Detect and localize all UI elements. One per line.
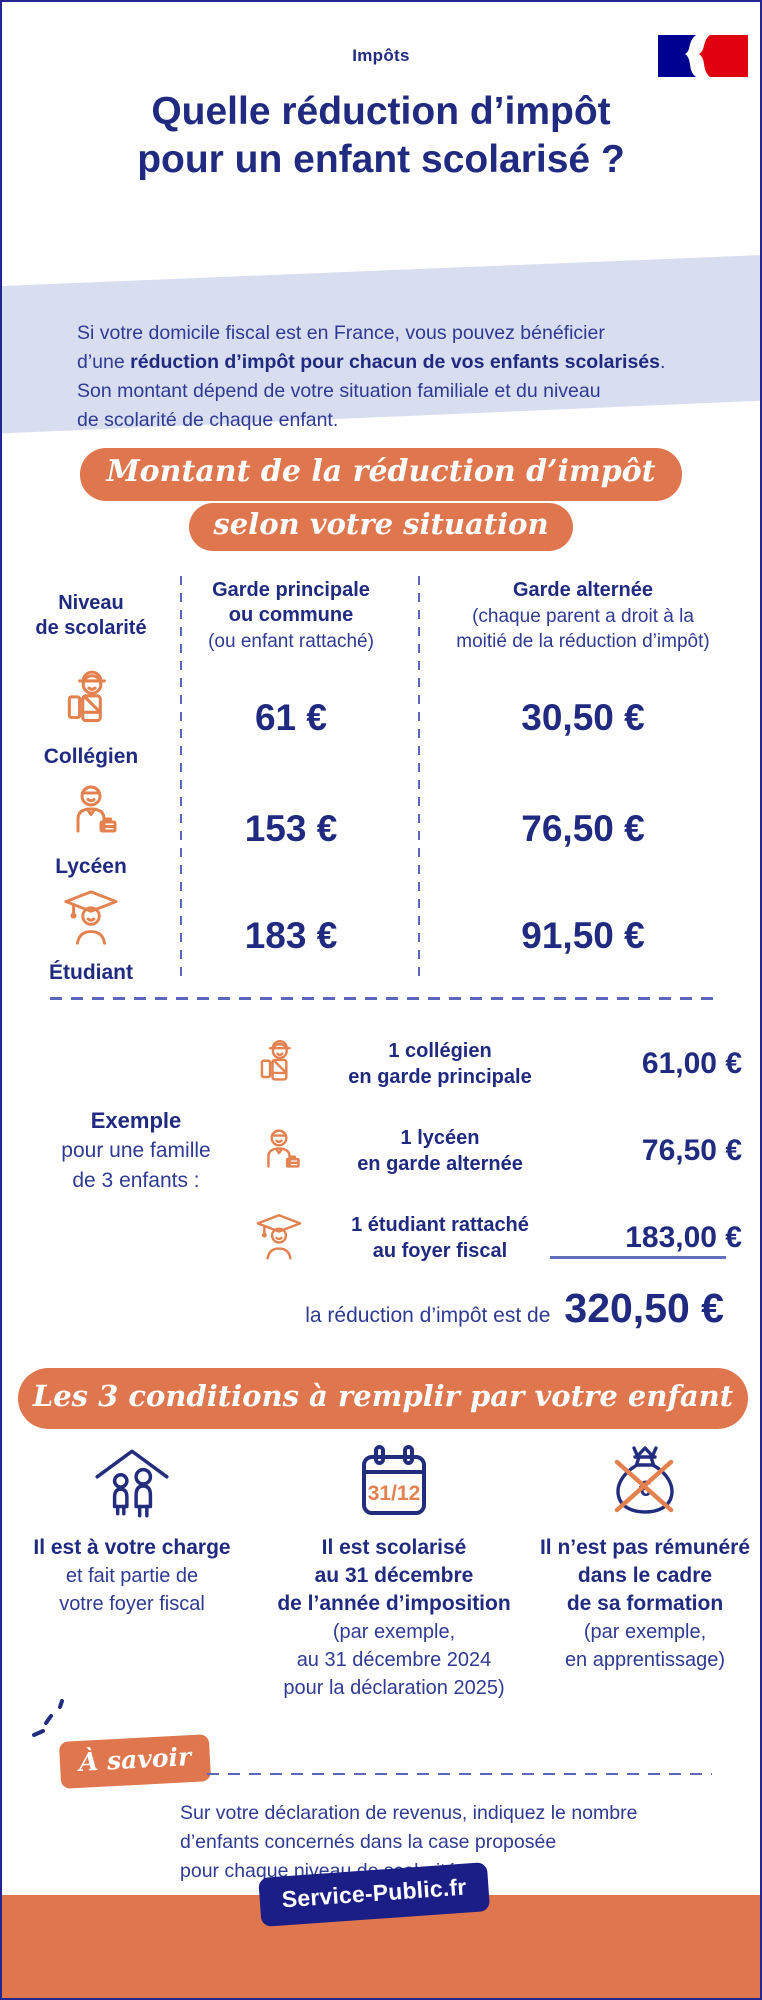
table-row-etudiant-level: Étudiant: [10, 884, 172, 988]
amounts-table: Niveau de scolarité Garde principale ou …: [10, 570, 756, 988]
table-cell-etudiant-alt: 91,50 €: [521, 915, 645, 956]
etudiant-icon: [60, 888, 122, 955]
category-label: Impôts: [352, 46, 410, 65]
calendar-date: 31/12: [368, 1482, 421, 1505]
col-header-garde-principale: Garde principale ou commune (ou enfant r…: [208, 579, 374, 652]
collegien-icon: [58, 668, 124, 739]
level-label: Étudiant: [49, 960, 133, 984]
sum-rule: [550, 1256, 726, 1259]
example-total: la réduction d’impôt est de 320,50 €: [305, 1285, 724, 1332]
table-row-lyceen-level: Lycéen: [10, 774, 172, 884]
amounts-banner-line1: Montant de la réduction d’impôt: [80, 448, 682, 501]
condition-non-remunere: € Il n’est pas rémunéré dans le cadre de…: [530, 1440, 760, 1702]
table-cell-lyceen-main: 153 €: [244, 808, 338, 849]
example-subtitle: pour une famille de 3 enfants :: [61, 1139, 211, 1192]
condition-charge: Il est à votre charge et fait partie de …: [6, 1440, 258, 1702]
lyceen-icon: [250, 1125, 308, 1177]
conditions-columns: Il est à votre charge et fait partie de …: [6, 1440, 760, 1702]
family-under-roof-icon: [89, 1440, 175, 1528]
a-savoir-tag: À savoir: [58, 1734, 212, 1789]
table-cell-collegien-alt: 30,50 €: [521, 697, 645, 738]
level-label: Collégien: [43, 744, 139, 768]
example-row-collegien: 1 collégien en garde principale 61,00 €: [250, 1028, 742, 1100]
intro-text-after: . Son montant dépend de votre situation …: [77, 351, 666, 431]
lyceen-icon: [59, 780, 123, 849]
example-row-lyceen: 1 lycéen en garde alternée 76,50 €: [250, 1115, 742, 1187]
table-cell-collegien-main: 61 €: [254, 697, 327, 738]
etudiant-icon: [250, 1212, 308, 1264]
french-republic-flag-icon: [658, 35, 748, 77]
crossed-money-bag-icon: €: [603, 1440, 687, 1528]
note-divider: [207, 1773, 712, 1775]
total-value: 320,50 €: [564, 1285, 724, 1331]
total-label: la réduction d’impôt est de: [305, 1304, 551, 1327]
level-label: Lycéen: [55, 854, 127, 878]
example-label: Exemple pour une famille de 3 enfants :: [28, 1108, 244, 1196]
sparkle-icon: [30, 1699, 76, 1750]
example-row-etudiant: 1 étudiant rattaché au foyer fiscal 183,…: [250, 1202, 742, 1274]
table-cell-etudiant-main: 183 €: [244, 915, 338, 956]
amounts-banner-row1: Montant de la réduction d’impôt: [2, 448, 760, 501]
amounts-banner-line2: selon votre situation: [189, 503, 573, 551]
collegien-icon: [250, 1038, 308, 1090]
intro-text-before: Si votre domicile fiscal est en France, …: [77, 322, 605, 373]
section-divider: [50, 997, 716, 1000]
intro-text-bold: réduction d’impôt pour chacun de vos enf…: [130, 351, 661, 373]
col-header-level: Niveau de scolarité: [35, 592, 147, 639]
intro-band: [2, 255, 760, 434]
calendar-icon: 31/12: [352, 1440, 436, 1528]
amounts-banner-row2: selon votre situation: [2, 503, 760, 551]
column-divider: [418, 576, 420, 976]
conditions-banner: Les 3 conditions à remplir par votre enf…: [18, 1368, 748, 1429]
example-title: Exemple: [90, 1108, 182, 1133]
a-savoir-text: Sur votre déclaration de revenus, indiqu…: [180, 1802, 638, 1882]
table-row-collegien-level: Collégien: [10, 662, 172, 774]
condition-scolarise: 31/12 Il est scolarisé au 31 décembre de…: [258, 1440, 530, 1702]
page-title: Quelle réduction d’impôt pour un enfant …: [137, 90, 625, 181]
col-header-garde-alternee: Garde alternée (chaque parent a droit à …: [456, 579, 710, 652]
table-cell-lyceen-alt: 76,50 €: [521, 808, 645, 849]
column-divider: [180, 576, 182, 976]
example-rows: 1 collégien en garde principale 61,00 € …: [250, 1028, 742, 1274]
intro-paragraph: Si votre domicile fiscal est en France, …: [77, 290, 697, 435]
